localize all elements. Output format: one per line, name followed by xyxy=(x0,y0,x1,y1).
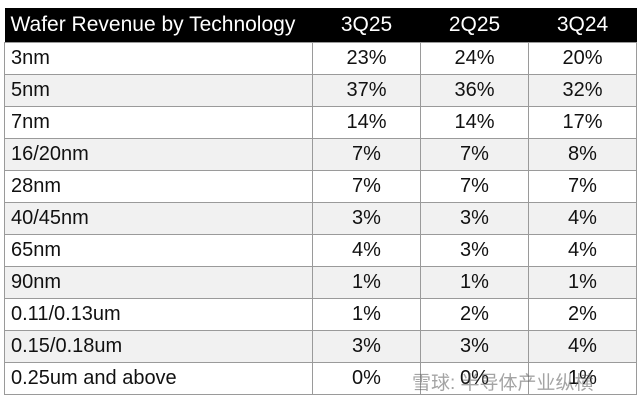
column-header: 2Q25 xyxy=(420,8,529,43)
table-row: 65nm 4% 3% 4% xyxy=(4,234,637,267)
technology-cell: 7nm xyxy=(4,106,313,139)
technology-cell: 3nm xyxy=(4,42,313,75)
share-cell: 36% xyxy=(420,74,529,107)
table-row: 5nm 37% 36% 32% xyxy=(4,74,637,107)
share-cell: 1% xyxy=(420,266,529,299)
share-cell: 3% xyxy=(420,202,529,235)
table-body: 3nm 23% 24% 20% 5nm 37% 36% 32% 7nm 14% 14% 17% 16/2… xyxy=(4,42,637,395)
watermark: 雪球: 半导体产业纵横 xyxy=(412,373,594,394)
share-cell: 3% xyxy=(420,234,529,267)
share-cell: 23% xyxy=(312,42,421,75)
technology-cell: 0.11/0.13um xyxy=(4,298,313,331)
table-row: 3nm 23% 24% 20% xyxy=(4,42,637,75)
share-cell: 4% xyxy=(528,330,637,363)
technology-cell: 0.25um and above xyxy=(4,362,313,395)
technology-cell: 65nm xyxy=(4,234,313,267)
table-row: 40/45nm 3% 3% 4% xyxy=(4,202,637,235)
share-cell: 17% xyxy=(528,106,637,139)
table-row: 28nm 7% 7% 7% xyxy=(4,170,637,203)
share-cell: 7% xyxy=(312,138,421,171)
share-cell: 20% xyxy=(528,42,637,75)
header-row: Wafer Revenue by Technology 3Q25 2Q25 3Q24 xyxy=(4,8,637,43)
share-cell: 4% xyxy=(528,234,637,267)
share-cell: 3% xyxy=(420,330,529,363)
technology-cell: 28nm xyxy=(4,170,313,203)
share-cell: 7% xyxy=(420,170,529,203)
share-cell: 3% xyxy=(312,330,421,363)
technology-cell: 0.15/0.18um xyxy=(4,330,313,363)
table-row: 16/20nm 7% 7% 8% xyxy=(4,138,637,171)
share-cell: 0% xyxy=(312,362,421,395)
table-row: 90nm 1% 1% 1% xyxy=(4,266,637,299)
share-cell: 7% xyxy=(420,138,529,171)
share-cell: 1% xyxy=(528,266,637,299)
share-cell: 2% xyxy=(420,298,529,331)
technology-cell: 40/45nm xyxy=(4,202,313,235)
share-cell: 4% xyxy=(312,234,421,267)
table-row: 7nm 14% 14% 17% xyxy=(4,106,637,139)
share-cell: 3% xyxy=(312,202,421,235)
share-cell: 8% xyxy=(528,138,637,171)
share-cell: 2% xyxy=(528,298,637,331)
share-cell: 14% xyxy=(420,106,529,139)
table-title: Wafer Revenue by Technology xyxy=(4,8,313,43)
table-row: 0.11/0.13um 1% 2% 2% xyxy=(4,298,637,331)
share-cell: 7% xyxy=(312,170,421,203)
column-header: 3Q25 xyxy=(312,8,421,43)
revenue-table: Wafer Revenue by Technology 3Q25 2Q25 3Q24 … xyxy=(4,8,637,395)
share-cell: 14% xyxy=(312,106,421,139)
share-cell: 37% xyxy=(312,74,421,107)
technology-cell: 16/20nm xyxy=(4,138,313,171)
share-cell: 7% xyxy=(528,170,637,203)
table-row: 0.25um and above 0% 0% 1% xyxy=(4,362,637,395)
table-row: 0.15/0.18um 3% 3% 4% xyxy=(4,330,637,363)
share-cell: 24% xyxy=(420,42,529,75)
share-cell: 1% xyxy=(528,362,637,395)
technology-cell: 90nm xyxy=(4,266,313,299)
share-cell: 4% xyxy=(528,202,637,235)
share-cell: 1% xyxy=(312,266,421,299)
share-cell: 32% xyxy=(528,74,637,107)
column-header: 3Q24 xyxy=(528,8,637,43)
share-cell: 1% xyxy=(312,298,421,331)
technology-cell: 5nm xyxy=(4,74,313,107)
